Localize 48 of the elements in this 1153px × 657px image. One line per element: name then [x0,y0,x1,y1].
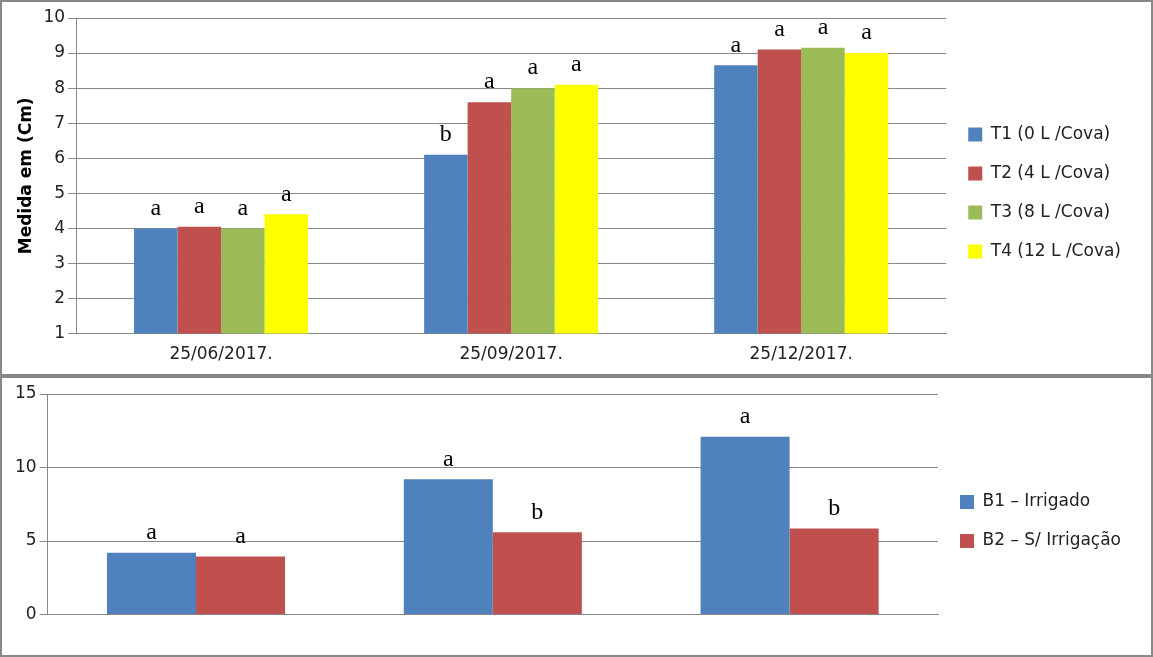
data-label: b [531,497,544,524]
y-tick-label: 15 [14,382,37,403]
x-tick-label: 25/06/2017. [169,343,273,364]
y-tick-label: 8 [54,76,66,97]
legend-label: T2 (4 L /Cova) [989,161,1111,182]
y-tick-label: 7 [54,111,66,132]
y-axis-title: Medida em (Cm) [14,97,35,255]
data-label: a [193,191,205,218]
legend-label: B1 – Irrigado [982,490,1091,511]
y-tick-label: 4 [54,216,66,237]
x-tick-label: 25/09/2017. [459,343,563,364]
bar [700,436,790,615]
bar [492,532,582,615]
y-tick-label: 10 [43,6,66,27]
legend-label: T1 (0 L /Cova) [989,122,1111,143]
y-tick-label: 1 [54,322,66,343]
data-label: a [237,193,249,220]
legend-label: B2 – S/ Irrigação [982,529,1121,550]
x-tick-label: 25/12/2017. [749,343,853,364]
data-label: a [442,444,454,471]
data-label: a [527,53,539,80]
data-label: a [739,401,751,428]
bar [106,552,197,615]
data-label: b [828,493,841,520]
data-label: a [235,521,247,548]
y-tick-label: 5 [54,181,66,202]
data-label: a [484,67,496,94]
data-label: a [150,193,162,220]
data-label: a [774,14,786,41]
bar [789,528,879,615]
y-tick-label: 10 [14,455,37,476]
data-label: a [817,13,829,40]
bar [196,556,286,615]
data-label: a [861,18,873,45]
data-label: a [146,518,158,545]
y-tick-label: 0 [25,603,37,624]
y-tick-label: 5 [25,529,37,550]
y-tick-label: 3 [54,251,66,272]
y-tick-label: 2 [54,286,66,307]
data-label: a [281,179,293,206]
data-label: b [439,120,452,147]
data-label: a [730,30,742,57]
data-label: a [571,49,583,76]
legend-label: T3 (8 L /Cova) [989,200,1111,221]
bar [403,479,493,615]
y-tick-label: 6 [54,146,66,167]
legend-label: T4 (12 L /Cova) [989,239,1122,260]
y-tick-label: 9 [54,41,66,62]
